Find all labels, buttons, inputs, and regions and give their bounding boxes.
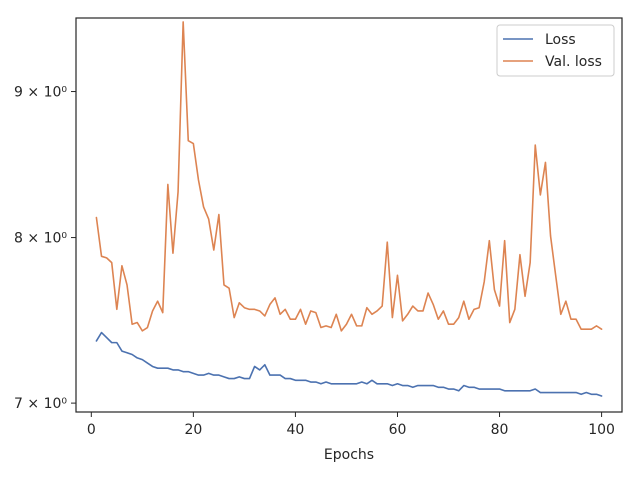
x-tick-label: 0 — [87, 422, 96, 438]
x-axis: 0 20 40 60 80 100 — [87, 412, 615, 438]
series-line-loss — [95, 331, 603, 397]
x-tick-label: 40 — [287, 422, 305, 438]
y-tick-label: 9 × 10⁰ — [14, 85, 67, 101]
x-tick-label: 20 — [184, 422, 202, 438]
x-tick-label: 100 — [588, 422, 615, 438]
y-axis: 7 × 10⁰ 8 × 10⁰ 9 × 10⁰ — [14, 85, 76, 412]
series-line-val-loss — [95, 21, 603, 332]
x-tick-label: 80 — [491, 422, 509, 438]
legend-label-val-loss: Val. loss — [545, 54, 602, 70]
y-tick-label: 7 × 10⁰ — [14, 396, 67, 412]
x-axis-label: Epochs — [324, 447, 374, 463]
series-layer — [95, 21, 603, 397]
legend: Loss Val. loss — [496, 24, 615, 77]
legend-label-loss: Loss — [545, 32, 576, 48]
legend-box — [496, 24, 615, 77]
y-tick-label: 8 × 10⁰ — [14, 231, 67, 247]
x-tick-label: 60 — [389, 422, 407, 438]
plot-frame — [75, 17, 623, 413]
